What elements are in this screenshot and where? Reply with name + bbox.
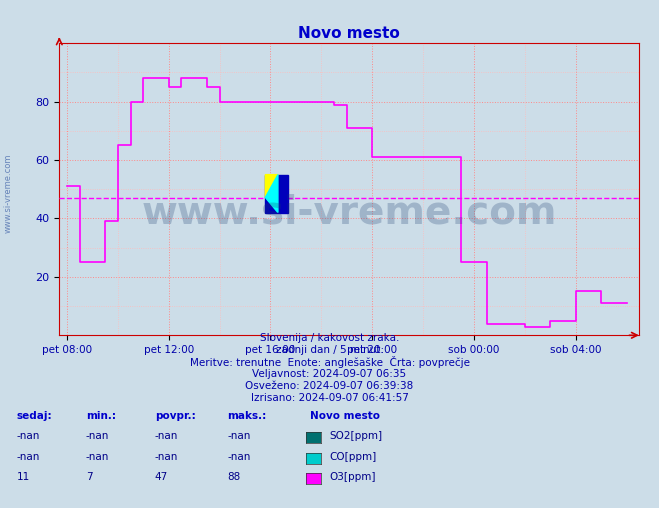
Text: Slovenija / kakovost zraka.: Slovenija / kakovost zraka. (260, 333, 399, 343)
Text: Veljavnost: 2024-09-07 06:35: Veljavnost: 2024-09-07 06:35 (252, 369, 407, 379)
Text: zadnji dan / 5 minut.: zadnji dan / 5 minut. (275, 345, 384, 355)
Text: 7: 7 (86, 472, 92, 482)
Text: -nan: -nan (155, 452, 178, 462)
Text: -nan: -nan (86, 452, 109, 462)
Text: povpr.:: povpr.: (155, 411, 196, 421)
Text: 47: 47 (155, 472, 168, 482)
Text: O3[ppm]: O3[ppm] (330, 472, 376, 482)
Text: min.:: min.: (86, 411, 116, 421)
Text: Izrisano: 2024-09-07 06:41:57: Izrisano: 2024-09-07 06:41:57 (250, 393, 409, 403)
Text: CO[ppm]: CO[ppm] (330, 452, 377, 462)
Text: -nan: -nan (227, 452, 250, 462)
Bar (266, 175, 288, 212)
Title: Novo mesto: Novo mesto (299, 25, 400, 41)
Text: -nan: -nan (16, 431, 40, 441)
Text: -nan: -nan (16, 452, 40, 462)
Text: www.si-vreme.com: www.si-vreme.com (3, 153, 13, 233)
Text: Novo mesto: Novo mesto (310, 411, 380, 421)
Text: Meritve: trenutne  Enote: anglešaške  Črta: povprečje: Meritve: trenutne Enote: anglešaške Črta… (190, 356, 469, 368)
Text: 88: 88 (227, 472, 241, 482)
Text: -nan: -nan (155, 431, 178, 441)
Text: www.si-vreme.com: www.si-vreme.com (142, 194, 557, 232)
Text: maks.:: maks.: (227, 411, 267, 421)
Polygon shape (266, 175, 278, 212)
Text: 11: 11 (16, 472, 30, 482)
Text: -nan: -nan (86, 431, 109, 441)
Text: -nan: -nan (227, 431, 250, 441)
Text: sedaj:: sedaj: (16, 411, 52, 421)
Text: Osveženo: 2024-09-07 06:39:38: Osveženo: 2024-09-07 06:39:38 (245, 381, 414, 391)
Text: SO2[ppm]: SO2[ppm] (330, 431, 383, 441)
Polygon shape (266, 175, 278, 198)
